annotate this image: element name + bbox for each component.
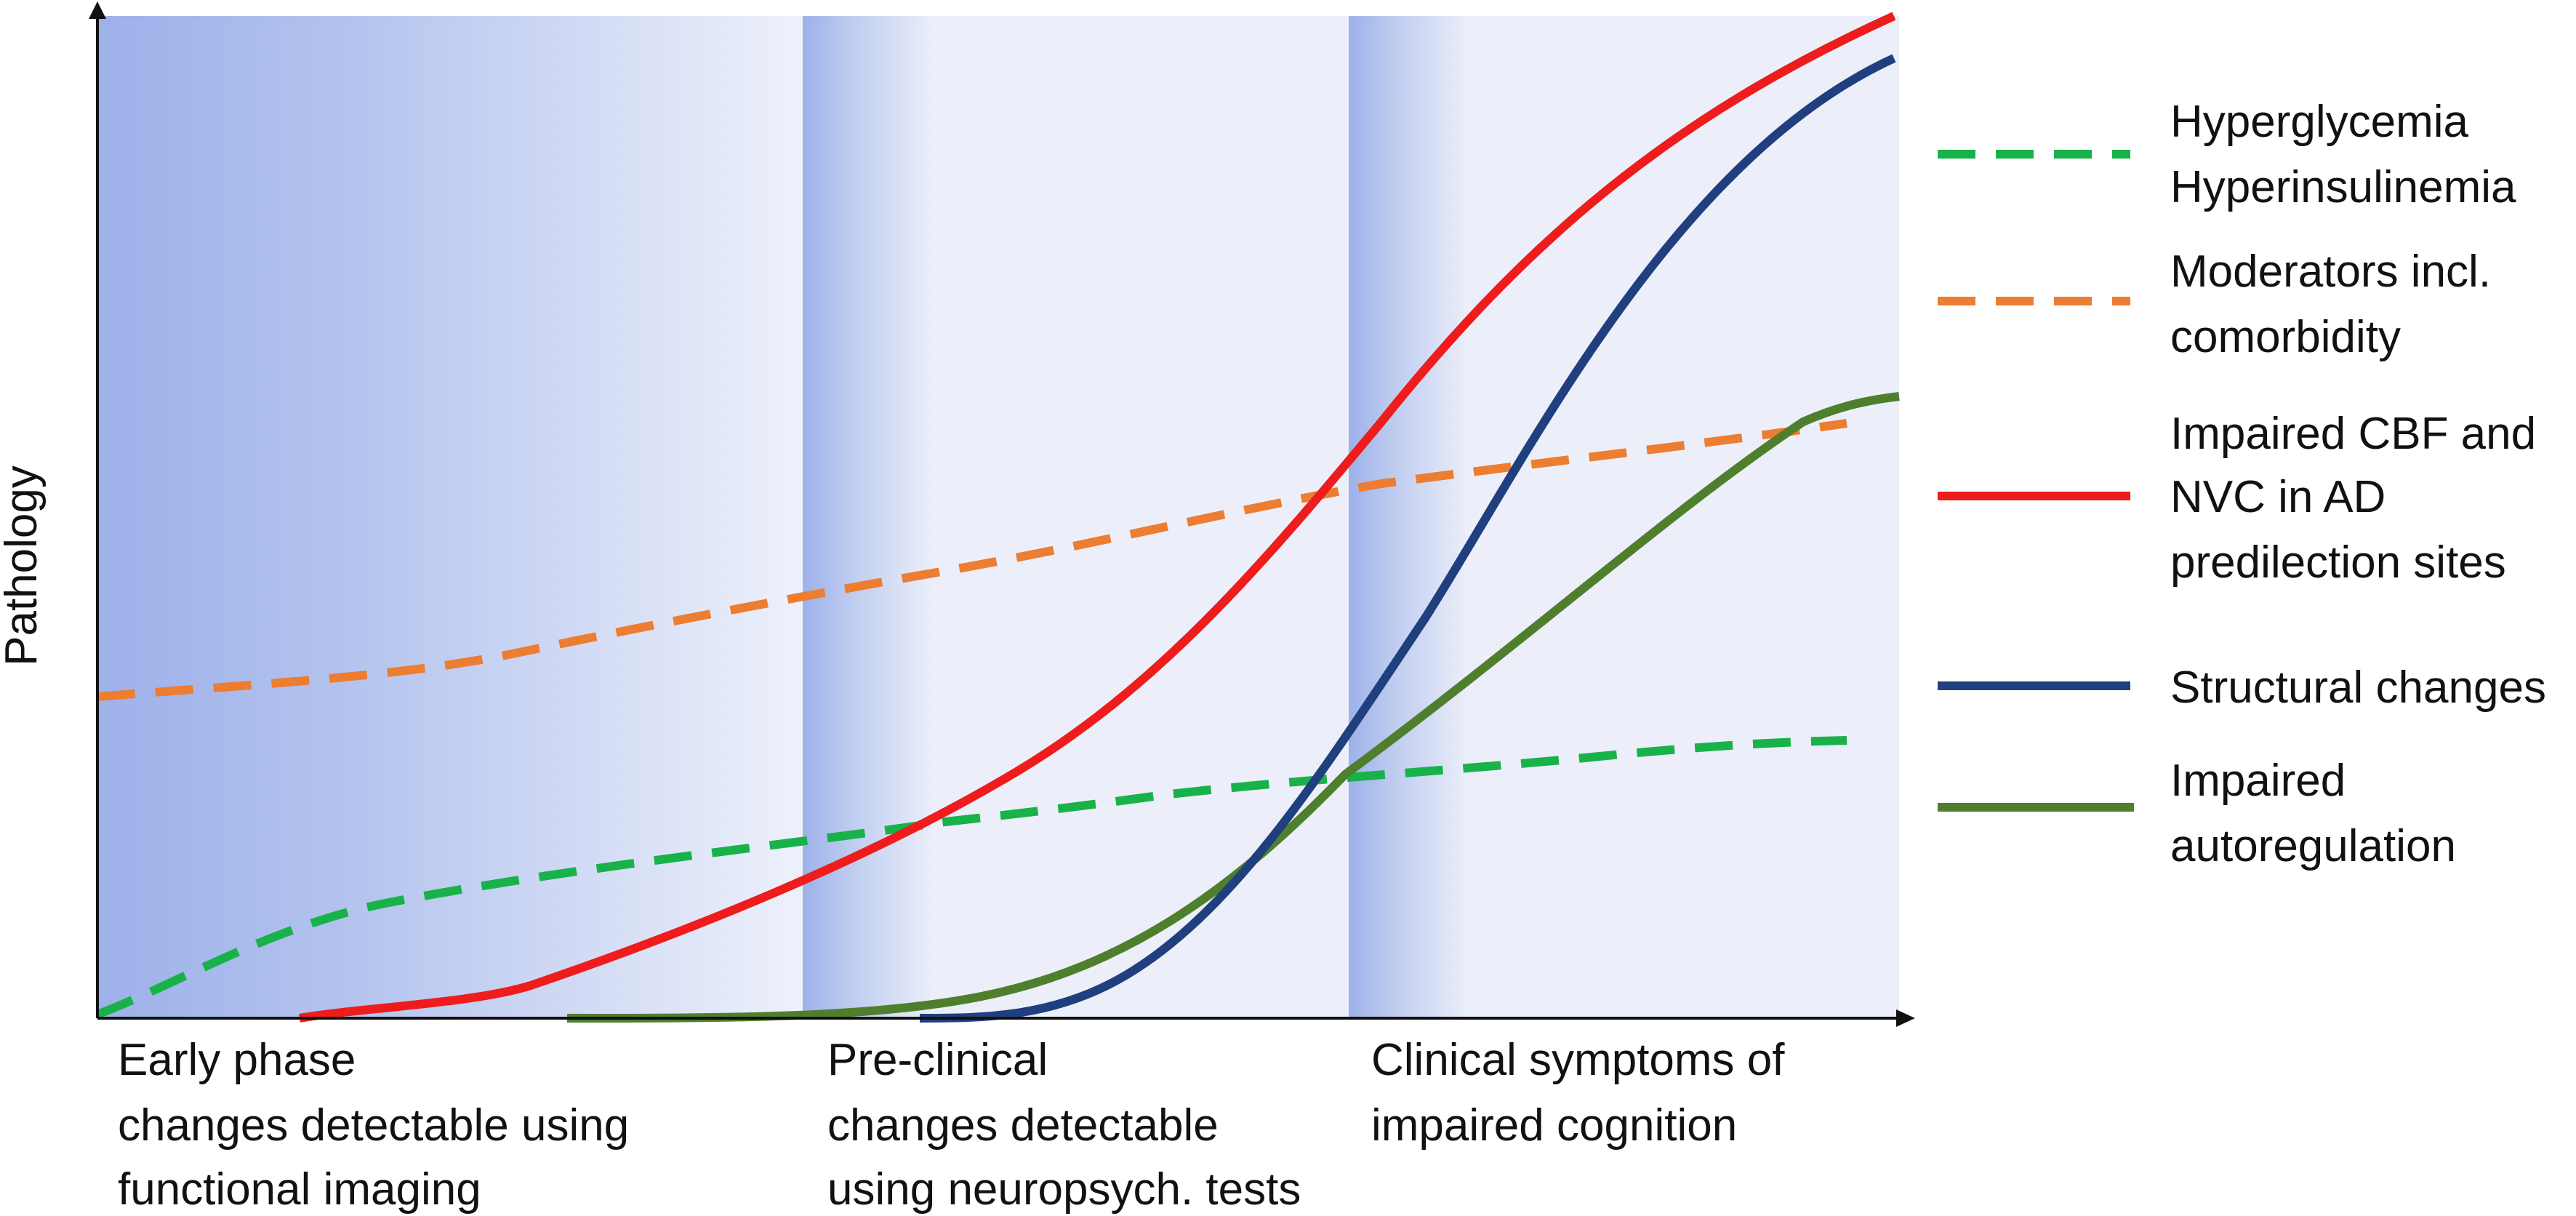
legend-label-line: predilection sites (2170, 537, 2506, 588)
legend-item-cbf-nvc: Impaired CBF and NVC in AD predilection … (1938, 409, 2536, 588)
legend-label-line: Impaired (2170, 756, 2346, 806)
phase-label-line: impaired cognition (1371, 1100, 1737, 1151)
phase-label-line: Pre-clinical (827, 1035, 1048, 1085)
phase-label-preclinical: Pre-clinical changes detectable using ne… (827, 1035, 1301, 1215)
hyperglycemia-curve (95, 736, 1847, 1019)
legend-item-autoregulation: Impaired autoregulation (1938, 756, 2456, 871)
legend-label-line: Moderators incl. (2170, 247, 2491, 297)
phase-band-clinical (1349, 16, 1465, 1018)
legend-label-line: comorbidity (2170, 312, 2401, 362)
legend-item-moderators: Moderators incl. comorbidity (1938, 247, 2491, 362)
phase-label-line: functional imaging (118, 1164, 481, 1215)
y-axis-label: Pathology (0, 465, 47, 666)
phase-label-line: Early phase (118, 1035, 356, 1085)
legend-label-line: Impaired CBF and (2170, 409, 2536, 459)
phase-band-early (97, 16, 803, 1018)
phase-label-line: Clinical symptoms of (1371, 1035, 1785, 1085)
legend-label-line: autoregulation (2170, 821, 2456, 871)
phase-label-clinical: Clinical symptoms of impaired cognition (1371, 1035, 1785, 1151)
legend-label-line: Hyperglycemia (2170, 97, 2469, 147)
moderators-curve (97, 419, 1847, 701)
y-axis-arrow-icon (89, 1, 106, 19)
phase-label-line: changes detectable (827, 1100, 1219, 1151)
phase-label-line: changes detectable using (118, 1100, 629, 1151)
legend-item-structural: Structural changes (1938, 663, 2546, 713)
legend-label-line: NVC in AD (2170, 472, 2386, 522)
phase-label-early: Early phase changes detectable using fun… (118, 1035, 629, 1215)
legend-item-hyperglycemia: Hyperglycemia Hyperinsulinemia (1938, 97, 2516, 212)
legend-label-line: Hyperinsulinemia (2170, 162, 2516, 212)
x-axis-arrow-icon (1896, 1009, 1915, 1027)
legend-label-line: Structural changes (2170, 663, 2546, 713)
phase-label-line: using neuropsych. tests (827, 1164, 1301, 1215)
autoregulation-curve (566, 392, 1900, 1023)
cbf-nvc-curve (298, 12, 1896, 1023)
structural-curve (919, 54, 1896, 1023)
legend: Hyperglycemia Hyperinsulinemia Moderator… (1938, 97, 2546, 871)
